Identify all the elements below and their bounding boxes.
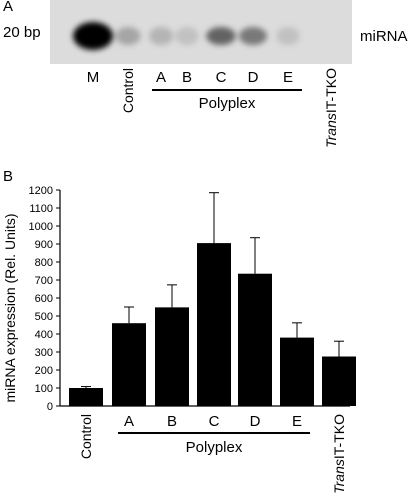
y-tick-label: 1100 (29, 203, 53, 215)
bar-c (197, 243, 231, 406)
gel-band-d (238, 27, 268, 45)
size-marker-label: 20 bp (3, 24, 41, 41)
bar-chart: 0 100 200 300 400 500 600 700 800 900 1000 1100 1200… (2, 185, 356, 494)
gel-lane-label-d: D (248, 69, 259, 86)
gel-panel: A 20 bp miRNA M Control A B C D E TransIT-TKO P… (0, 0, 410, 170)
bar-d (238, 273, 272, 406)
x-label-a: A (124, 413, 134, 430)
gel-lane-label-c: C (216, 69, 227, 86)
y-tick-label: 100 (35, 383, 53, 395)
y-tick-label: 300 (35, 347, 53, 359)
polyplex-label-a: Polyplex (199, 95, 256, 112)
panel-b-letter: B (3, 168, 14, 185)
bar-b (155, 307, 189, 406)
gel-lane-label-b: B (182, 69, 192, 86)
x-label-c: C (209, 413, 220, 430)
gel-band-b (175, 27, 199, 45)
x-label-control: Control (78, 414, 94, 459)
polyplex-label-b: Polyplex (186, 439, 243, 456)
bar-transit-tko (322, 356, 356, 406)
gel-lane-label-e: E (283, 69, 293, 86)
y-tick-label: 500 (35, 311, 53, 323)
y-tick-label: 600 (35, 293, 53, 305)
gel-band-c (206, 27, 236, 45)
panel-a-letter: A (3, 0, 14, 15)
y-tick-label: 1200 (29, 185, 53, 197)
x-label-transit-tko: TransIT-TKO (331, 414, 347, 494)
y-axis-title: miRNA expression (Rel. Units) (2, 213, 18, 402)
y-tick-label: 900 (35, 239, 53, 251)
y-tick-label: 1000 (29, 221, 53, 233)
gel-lane-label-m: M (87, 69, 100, 86)
bar-a (112, 323, 146, 406)
y-tick-label: 700 (35, 275, 53, 287)
gel-band-m (73, 22, 113, 50)
bar-control (69, 388, 103, 406)
bar-chart-panel: B 0 100 200 300 400 500 600 700 800 900 1000 1100 12… (0, 168, 410, 500)
gel-lane-label-control: Control (120, 68, 136, 113)
gel-lane-label-a: A (156, 69, 166, 86)
y-tick-label: 0 (47, 401, 53, 413)
x-label-d: D (250, 413, 261, 430)
mirna-band-label: miRNA (360, 28, 408, 45)
y-tick-label: 200 (35, 365, 53, 377)
y-tick-label: 400 (35, 329, 53, 341)
x-label-e: E (292, 413, 302, 430)
x-label-b: B (167, 413, 177, 430)
y-tick-label: 800 (35, 257, 53, 269)
gel-band-a (148, 27, 174, 45)
bar-e (280, 337, 314, 406)
gel-band-e (276, 27, 300, 45)
gel-band-control (115, 27, 141, 45)
gel-lane-label-transit-tko: TransIT-TKO (323, 68, 339, 148)
gel-svg: M Control A B C D E TransIT-TKO Polyplex (50, 0, 352, 148)
